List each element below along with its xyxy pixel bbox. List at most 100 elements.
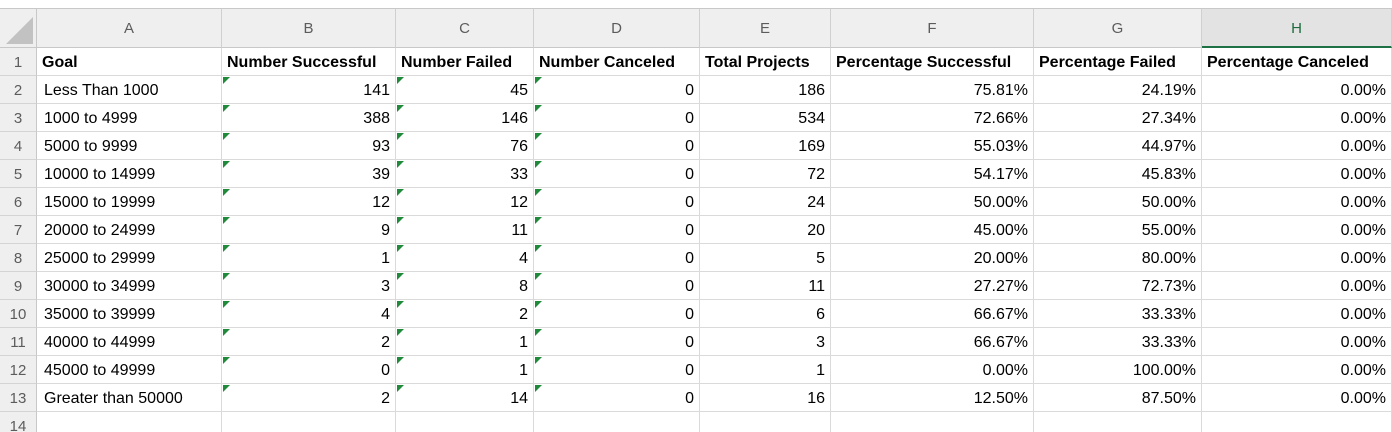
table-cell[interactable]: 4 [396,244,534,272]
empty-cell[interactable] [831,412,1034,432]
table-cell[interactable]: 45 [396,76,534,104]
number-stored-as-text-indicator-icon[interactable] [535,301,542,308]
table-cell[interactable]: 55.03% [831,132,1034,160]
row-header-13[interactable]: 13 [0,384,37,412]
number-stored-as-text-indicator-icon[interactable] [535,133,542,140]
table-cell[interactable]: 33 [396,160,534,188]
number-stored-as-text-indicator-icon[interactable] [535,105,542,112]
table-cell[interactable]: 0 [534,272,700,300]
table-cell[interactable]: 33.33% [1034,300,1202,328]
table-cell[interactable]: 24 [700,188,831,216]
table-cell[interactable]: 141 [222,76,396,104]
number-stored-as-text-indicator-icon[interactable] [223,189,230,196]
table-cell[interactable]: 33.33% [1034,328,1202,356]
table-cell[interactable]: 3 [222,272,396,300]
row-header-11[interactable]: 11 [0,328,37,356]
row-header-9[interactable]: 9 [0,272,37,300]
number-stored-as-text-indicator-icon[interactable] [397,329,404,336]
table-cell[interactable]: 0.00% [1202,160,1392,188]
table-cell[interactable]: 388 [222,104,396,132]
table-cell[interactable]: 0.00% [1202,216,1392,244]
table-cell[interactable]: 0 [534,300,700,328]
table-cell[interactable]: 0.00% [1202,132,1392,160]
table-cell[interactable]: 0 [534,356,700,384]
row-header-10[interactable]: 10 [0,300,37,328]
row-header-1[interactable]: 1 [0,48,37,76]
number-stored-as-text-indicator-icon[interactable] [223,133,230,140]
column-header-a[interactable]: A [37,9,222,48]
number-stored-as-text-indicator-icon[interactable] [397,133,404,140]
table-cell[interactable]: 72.66% [831,104,1034,132]
table-cell[interactable]: 4 [222,300,396,328]
table-cell[interactable]: 54.17% [831,160,1034,188]
table-cell[interactable]: 0 [534,160,700,188]
empty-cell[interactable] [222,412,396,432]
table-cell[interactable]: 2 [396,300,534,328]
table-cell[interactable]: 76 [396,132,534,160]
table-cell[interactable]: 50.00% [1034,188,1202,216]
table-cell[interactable]: 0.00% [1202,384,1392,412]
number-stored-as-text-indicator-icon[interactable] [223,245,230,252]
number-stored-as-text-indicator-icon[interactable] [535,357,542,364]
table-cell[interactable]: 12 [396,188,534,216]
table-cell[interactable]: 0 [534,188,700,216]
column-header-e[interactable]: E [700,9,831,48]
table-cell[interactable]: 20000 to 24999 [37,216,222,244]
header-cell-b[interactable]: Number Successful [222,48,396,76]
table-cell[interactable]: 40000 to 44999 [37,328,222,356]
empty-cell[interactable] [37,412,222,432]
header-cell-c[interactable]: Number Failed [396,48,534,76]
table-cell[interactable]: 66.67% [831,300,1034,328]
table-cell[interactable]: 6 [700,300,831,328]
empty-cell[interactable] [700,412,831,432]
table-cell[interactable]: 9 [222,216,396,244]
number-stored-as-text-indicator-icon[interactable] [535,329,542,336]
table-cell[interactable]: 12 [222,188,396,216]
row-header-6[interactable]: 6 [0,188,37,216]
row-header-4[interactable]: 4 [0,132,37,160]
number-stored-as-text-indicator-icon[interactable] [535,245,542,252]
row-header-7[interactable]: 7 [0,216,37,244]
empty-cell[interactable] [396,412,534,432]
table-cell[interactable]: 0.00% [1202,356,1392,384]
table-cell[interactable]: 75.81% [831,76,1034,104]
table-cell[interactable]: 0 [534,104,700,132]
number-stored-as-text-indicator-icon[interactable] [535,161,542,168]
table-cell[interactable]: 72.73% [1034,272,1202,300]
table-cell[interactable]: 15000 to 19999 [37,188,222,216]
table-cell[interactable]: 45.00% [831,216,1034,244]
table-cell[interactable]: 30000 to 34999 [37,272,222,300]
column-header-c[interactable]: C [396,9,534,48]
table-cell[interactable]: 100.00% [1034,356,1202,384]
table-cell[interactable]: 0.00% [1202,76,1392,104]
number-stored-as-text-indicator-icon[interactable] [397,217,404,224]
empty-cell[interactable] [1034,412,1202,432]
table-cell[interactable]: 0.00% [1202,244,1392,272]
number-stored-as-text-indicator-icon[interactable] [397,273,404,280]
row-header-5[interactable]: 5 [0,160,37,188]
number-stored-as-text-indicator-icon[interactable] [535,273,542,280]
table-cell[interactable]: 11 [700,272,831,300]
header-cell-e[interactable]: Total Projects [700,48,831,76]
number-stored-as-text-indicator-icon[interactable] [397,245,404,252]
number-stored-as-text-indicator-icon[interactable] [397,189,404,196]
table-cell[interactable]: 0 [534,76,700,104]
table-cell[interactable]: 0 [534,384,700,412]
number-stored-as-text-indicator-icon[interactable] [397,357,404,364]
header-cell-h[interactable]: Percentage Canceled [1202,48,1392,76]
number-stored-as-text-indicator-icon[interactable] [223,329,230,336]
row-header-12[interactable]: 12 [0,356,37,384]
number-stored-as-text-indicator-icon[interactable] [397,385,404,392]
number-stored-as-text-indicator-icon[interactable] [223,301,230,308]
table-cell[interactable]: 5 [700,244,831,272]
number-stored-as-text-indicator-icon[interactable] [397,301,404,308]
number-stored-as-text-indicator-icon[interactable] [535,77,542,84]
table-cell[interactable]: 0.00% [1202,188,1392,216]
number-stored-as-text-indicator-icon[interactable] [223,161,230,168]
number-stored-as-text-indicator-icon[interactable] [223,357,230,364]
table-cell[interactable]: 11 [396,216,534,244]
header-cell-d[interactable]: Number Canceled [534,48,700,76]
header-cell-a[interactable]: Goal [37,48,222,76]
row-header-3[interactable]: 3 [0,104,37,132]
number-stored-as-text-indicator-icon[interactable] [535,385,542,392]
